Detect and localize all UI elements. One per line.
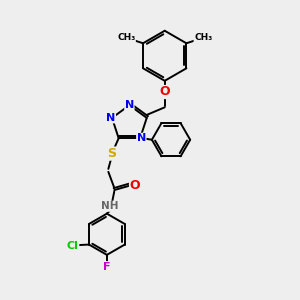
Text: F: F: [103, 262, 111, 272]
Text: CH₃: CH₃: [194, 34, 212, 43]
Text: S: S: [107, 147, 116, 160]
Text: Cl: Cl: [67, 241, 79, 251]
Text: O: O: [130, 179, 140, 192]
Text: N: N: [106, 113, 116, 123]
Text: NH: NH: [101, 201, 118, 211]
Text: N: N: [137, 133, 146, 143]
Text: N: N: [125, 100, 134, 110]
Text: CH₃: CH₃: [117, 34, 135, 43]
Text: O: O: [159, 85, 170, 98]
